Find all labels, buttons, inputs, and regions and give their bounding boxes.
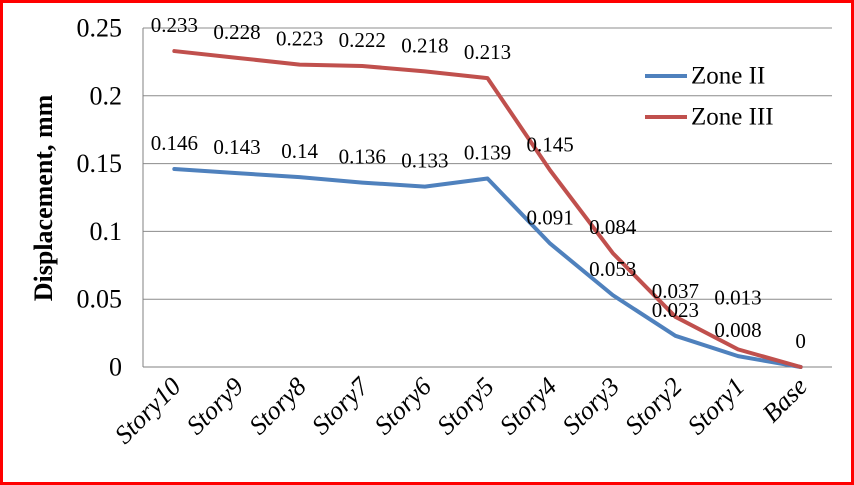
legend-label: Zone II bbox=[691, 63, 765, 90]
x-axis-label: Story3 bbox=[557, 372, 626, 441]
legend-label: Zone III bbox=[691, 104, 774, 131]
y-axis-title: Displacement, mm bbox=[29, 94, 58, 301]
data-label: 0.145 bbox=[527, 132, 574, 156]
data-label: 0.218 bbox=[401, 33, 448, 57]
gridline-layer bbox=[143, 27, 832, 300]
data-label: 0.223 bbox=[276, 27, 323, 51]
data-label: 0.013 bbox=[714, 285, 761, 309]
data-label: 0.222 bbox=[339, 28, 386, 52]
legend-item-zone-iii: Zone III bbox=[645, 104, 774, 131]
data-label: 0 bbox=[795, 329, 806, 353]
data-label: 0.136 bbox=[339, 145, 386, 169]
x-axis-label: Story7 bbox=[306, 371, 375, 440]
y-tick-label: 0 bbox=[109, 353, 122, 382]
x-axis-label: Story2 bbox=[619, 372, 688, 441]
data-label: 0.213 bbox=[464, 40, 511, 64]
data-label: 0.053 bbox=[589, 257, 636, 281]
data-label: 0.139 bbox=[464, 141, 511, 165]
x-axis-label: Story9 bbox=[181, 372, 250, 441]
y-tick-label: 0.15 bbox=[77, 149, 123, 178]
displacement-line-chart: 00.050.10.150.20.25Story10Story9Story8St… bbox=[29, 13, 832, 450]
y-tick-label: 0.2 bbox=[90, 81, 123, 110]
series-layer bbox=[172, 49, 803, 369]
data-label: 0.023 bbox=[652, 298, 699, 322]
data-label: 0.143 bbox=[213, 135, 260, 159]
series-line-zone-ii bbox=[172, 167, 803, 369]
data-label: 0.14 bbox=[281, 139, 318, 163]
x-axis-label: Base bbox=[757, 372, 813, 428]
legend-item-zone-ii: Zone II bbox=[645, 63, 765, 90]
data-label: 0.233 bbox=[151, 13, 198, 37]
data-label: 0.146 bbox=[151, 131, 198, 155]
data-label: 0.008 bbox=[714, 318, 761, 342]
data-label: 0.037 bbox=[652, 279, 699, 303]
y-tick-label: 0.25 bbox=[77, 14, 123, 43]
data-label: 0.091 bbox=[527, 206, 574, 230]
x-axis-label: Story6 bbox=[369, 372, 438, 441]
legend: Zone II Zone III bbox=[645, 63, 774, 131]
x-axis-label: Story4 bbox=[494, 372, 563, 441]
data-label: 0.133 bbox=[401, 149, 448, 173]
y-tick-label: 0.05 bbox=[77, 285, 123, 314]
data-label-layer: 0.146 0.143 0.14 0.136 0.133 0.139 0.091 0.053 0… bbox=[151, 13, 806, 353]
x-axis-label: Story5 bbox=[431, 372, 500, 441]
series-line-zone-iii bbox=[172, 49, 803, 369]
y-tick-label: 0.1 bbox=[90, 217, 123, 246]
data-label: 0.228 bbox=[213, 20, 260, 44]
x-axis-label: Story1 bbox=[682, 372, 751, 441]
x-axis-label: Story10 bbox=[109, 372, 187, 450]
data-label: 0.084 bbox=[589, 215, 637, 239]
x-axis-label: Story8 bbox=[243, 372, 312, 441]
